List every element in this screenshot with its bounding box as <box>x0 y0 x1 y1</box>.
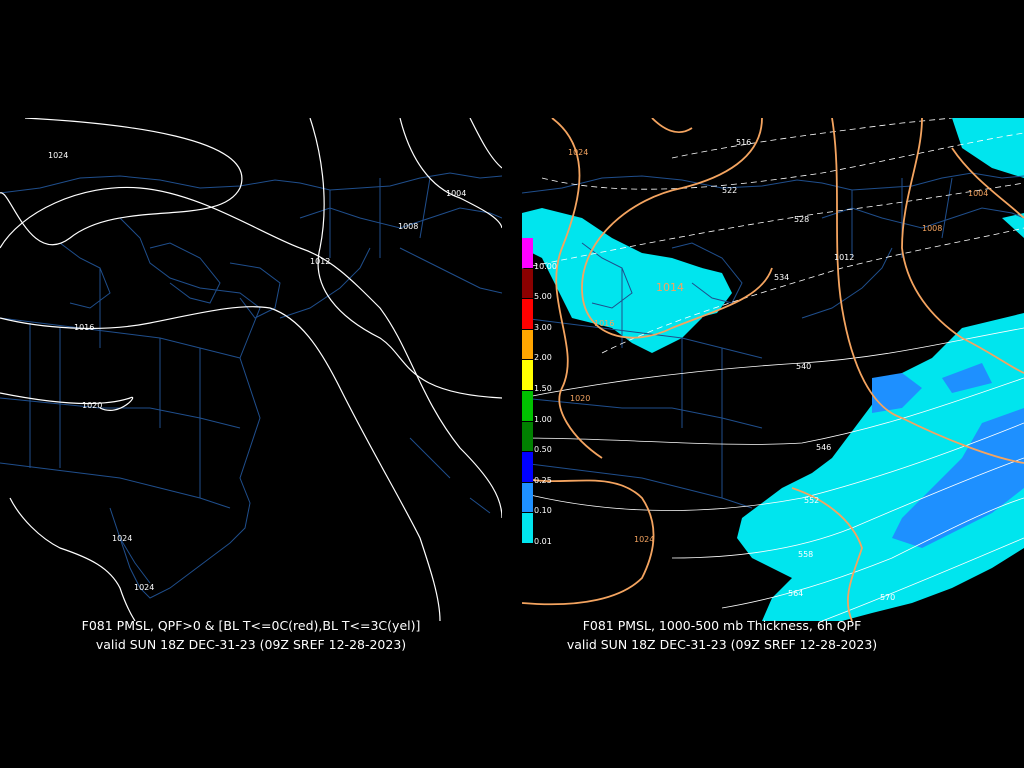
legend-label: 1.50 <box>534 383 552 393</box>
thickness-label: 540 <box>796 362 811 371</box>
legend-swatch <box>522 421 533 452</box>
thickness-labels: 516 522 528 534 540 546 552 558 564 570 <box>722 138 895 602</box>
left-map-svg: 1024 1004 1008 1012 1016 1020 1024 1024 <box>0 118 502 621</box>
legend-label: 0.25 <box>534 475 552 485</box>
thickness-label: 558 <box>798 550 813 559</box>
legend-swatch <box>522 238 533 268</box>
thickness-label: 564 <box>788 589 803 598</box>
isobar-label: 1024 <box>568 148 588 157</box>
left-map-panel: 1024 1004 1008 1012 1016 1020 1024 1024 <box>0 118 502 621</box>
geography-outlines <box>0 172 502 599</box>
isobars <box>0 118 502 621</box>
thickness-label: 570 <box>880 593 895 602</box>
legend-swatch <box>522 482 533 513</box>
right-map-svg: 1024 1004 1008 1012 1014 1016 1020 1024 … <box>522 118 1024 621</box>
legend-swatch <box>522 299 533 329</box>
right-map-panel: 1024 1004 1008 1012 1014 1016 1020 1024 … <box>522 118 1024 621</box>
isobar-label: 1012 <box>834 253 854 262</box>
qpf-shading <box>522 118 1024 621</box>
thickness-label: 528 <box>794 215 809 224</box>
thickness-label: 522 <box>722 186 737 195</box>
isobar-label: 1024 <box>134 583 154 592</box>
isobar-label: 1016 <box>594 319 614 328</box>
legend-label: 1.00 <box>534 414 552 424</box>
legend-swatch <box>522 268 533 299</box>
isobar-label: 1020 <box>82 401 102 410</box>
isobar-label: 1024 <box>634 535 654 544</box>
isobar-label: 1024 <box>48 151 68 160</box>
right-caption-title: F081 PMSL, 1000-500 mb Thickness, 6h QPF <box>582 618 862 633</box>
right-caption-valid: valid SUN 18Z DEC-31-23 (09Z SREF 12-28-… <box>566 637 878 652</box>
geography-outlines <box>522 172 1024 509</box>
legend-swatch <box>522 391 533 421</box>
isobar-label: 1016 <box>74 323 94 332</box>
legend-label: 5.00 <box>534 292 552 302</box>
legend-swatch <box>522 329 533 360</box>
left-caption-title: F081 PMSL, QPF>0 & [BL T<=0C(red),BL T<=… <box>81 618 421 633</box>
isobar-label: 1012 <box>310 257 330 266</box>
isobar-label: 1004 <box>968 189 988 198</box>
legend-label: 2.00 <box>534 353 552 363</box>
left-caption-valid: valid SUN 18Z DEC-31-23 (09Z SREF 12-28-… <box>95 637 407 652</box>
legend-swatch <box>522 360 533 390</box>
thickness-label: 516 <box>736 138 751 147</box>
legend-swatch <box>522 452 533 482</box>
qpf-color-legend: 10.00 5.00 3.00 2.00 1.50 1.00 0.50 0.25 0.10 0.0… <box>522 238 557 546</box>
isobar-labels-right: 1024 1004 1008 1012 1014 1016 1020 1024 <box>568 148 988 544</box>
legend-label: 0.10 <box>534 506 552 516</box>
legend-label: 10.00 <box>534 261 557 271</box>
thickness-label: 534 <box>774 273 789 282</box>
isobars <box>522 118 1024 621</box>
isobar-labels-left: 1024 1004 1008 1012 1016 1020 1024 1024 <box>48 151 466 592</box>
isobar-label: 1014 <box>656 281 684 294</box>
isobar-label: 1008 <box>922 224 942 233</box>
thickness-label: 546 <box>816 443 831 452</box>
legend-label: 3.00 <box>534 322 552 332</box>
isobar-label: 1008 <box>398 222 418 231</box>
legend-label: 0.50 <box>534 445 552 455</box>
legend-label: 0.01 <box>534 536 552 546</box>
isobar-label: 1004 <box>446 189 466 198</box>
isobar-label: 1024 <box>112 534 132 543</box>
thickness-label: 552 <box>804 496 819 505</box>
legend-swatch <box>522 513 533 543</box>
isobar-label: 1020 <box>570 394 590 403</box>
